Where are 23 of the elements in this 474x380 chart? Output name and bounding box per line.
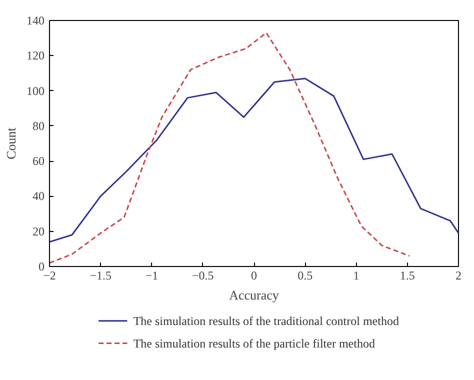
y-tick-label: 40	[32, 189, 44, 204]
legend-label: The simulation results of the traditional control method	[133, 314, 399, 328]
x-tick-label: 0	[251, 268, 257, 282]
x-tick-label: −1.5	[90, 268, 112, 282]
y-tick-label: 80	[32, 118, 44, 133]
x-tick-label: −1	[145, 268, 158, 282]
x-tick-label: −2	[43, 268, 56, 282]
y-tick-label: 140	[26, 14, 44, 28]
y-tick-label: 100	[26, 84, 44, 98]
y-tick-label: 20	[32, 224, 44, 238]
y-tick-label: 60	[32, 154, 44, 168]
x-axis-title: Accuracy	[229, 288, 280, 302]
x-tick-label: 1	[353, 268, 360, 282]
y-tick-label: 0	[38, 260, 44, 274]
line-series	[50, 78, 458, 243]
line-series	[50, 32, 410, 264]
x-tick-label: 0.5	[298, 268, 313, 282]
x-tick-label: 2	[456, 268, 462, 282]
y-tick-label: 120	[26, 48, 44, 63]
x-tick-label: 1.5	[400, 268, 415, 282]
legend-label: The simulation results of the particle filter method	[133, 336, 375, 350]
x-tick-label: −0.5	[192, 268, 214, 282]
y-axis-title: Count	[4, 127, 18, 160]
